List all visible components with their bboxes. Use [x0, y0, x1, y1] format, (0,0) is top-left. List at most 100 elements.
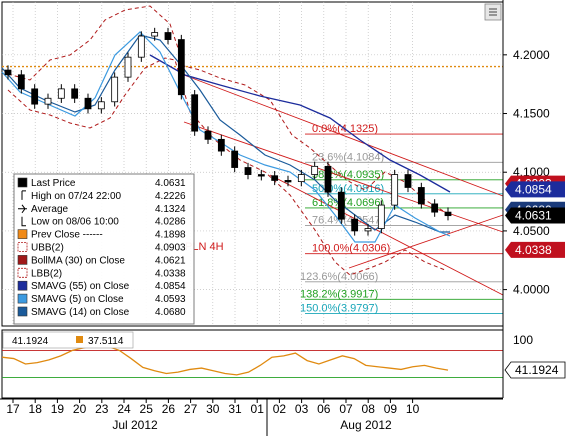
fib-level-label: 138.2%(3.9917) [300, 288, 378, 300]
x-tick-label: 23 [95, 402, 109, 416]
rsi-value-b: 37.5114 [88, 336, 124, 347]
legend-swatch [18, 204, 27, 214]
y-tick-label: 4.0500 [513, 224, 550, 238]
rsi-tag-label: 41.1924 [515, 363, 559, 377]
candle-body [137, 35, 145, 58]
candle-body [271, 175, 279, 181]
x-tick-label: 08 [362, 402, 376, 416]
legend-label: Prev Close ------ [31, 230, 103, 241]
x-tick-label: 27 [184, 402, 198, 416]
rsi-value-a: 41.1924 [12, 336, 49, 347]
channel-line [269, 174, 504, 296]
fib-level-label: 23.6%(4.1084) [312, 151, 384, 163]
legend-box: Last Price 4.0631 High on 07/24 22:00 4.222… [13, 173, 195, 325]
y-tick-label: 4.1500 [513, 107, 550, 121]
candle-body [97, 101, 105, 110]
legend-value: 4.1324 [155, 204, 186, 215]
candle-body [444, 211, 452, 217]
candle-body [431, 203, 439, 213]
price-tag [505, 241, 565, 258]
x-tick-label: 01 [251, 402, 265, 416]
legend-value: 4.1898 [155, 230, 186, 241]
candle-body [204, 130, 212, 140]
legend-value: 4.0854 [155, 281, 186, 292]
legend-value: 4.0680 [155, 307, 186, 318]
fib-level-label: 61.8%(4.0696) [312, 197, 384, 209]
candle-body [44, 97, 52, 105]
candle-body [391, 174, 399, 206]
candle-body [404, 174, 412, 188]
candle-body [417, 187, 425, 205]
x-tick-label: 30 [206, 402, 220, 416]
legend-value: 4.0631 [155, 178, 186, 189]
legend-label: Average [31, 204, 69, 215]
chart-options-icon[interactable] [484, 3, 502, 21]
price-tag-label: 4.0631 [515, 209, 552, 223]
legend-swatch [17, 177, 28, 188]
candle-body [231, 150, 239, 168]
legend-value: 4.0621 [155, 255, 186, 266]
candle-body [71, 88, 79, 99]
candle-body [177, 39, 185, 96]
legend-background [13, 173, 195, 325]
legend-swatch [17, 306, 28, 317]
legend-value: 4.0903 [155, 243, 186, 254]
candle-body [377, 204, 385, 229]
y-tick-label: 4.2000 [513, 48, 550, 62]
sma-55-line [149, 54, 451, 193]
rsi-swatch [76, 336, 83, 343]
price-tag [505, 181, 565, 198]
x-tick-label: 09 [384, 402, 398, 416]
rsi-tag [504, 361, 566, 379]
legend-value: 4.0338 [155, 268, 186, 279]
rsi-tick-label: 100 [513, 333, 533, 347]
candle-body [284, 180, 292, 183]
legend-swatch [21, 190, 26, 200]
candle-body [324, 165, 332, 193]
channel-line [183, 74, 504, 197]
x-tick-label: 20 [73, 402, 87, 416]
candle-body [31, 88, 39, 105]
x-tick-label: 18 [29, 402, 43, 416]
legend-swatch [21, 216, 26, 227]
fib-level-label: 100.0%(4.0306) [312, 243, 390, 255]
legend-label: High on 07/24 22:00 [31, 191, 122, 202]
candle-body [351, 218, 359, 232]
legend-swatch [17, 255, 28, 265]
month-label: Aug 2012 [340, 418, 392, 432]
price-tag-label: 4.0854 [515, 182, 552, 196]
legend-swatch [17, 293, 28, 304]
price-tag [505, 207, 565, 224]
x-tick-label: 25 [140, 402, 154, 416]
legend-swatch [17, 242, 28, 252]
legend-label: SMAVG (14) on Close [31, 307, 130, 318]
candle-body [244, 167, 252, 175]
candle-body [124, 56, 132, 78]
candle-body [4, 69, 12, 76]
candle-body [191, 94, 199, 132]
candle-body [84, 97, 92, 110]
fib-level-label: 50.0%(4.0816) [312, 183, 384, 195]
rsi-legend-box [2, 331, 134, 349]
fib-level-label: 76.4%(4.0547) [312, 214, 384, 226]
legend-value: 4.0593 [155, 294, 186, 305]
x-tick-label: 06 [317, 402, 331, 416]
legend-label: Last Price [31, 178, 76, 189]
legend-swatch [17, 267, 28, 278]
candle-body [17, 74, 25, 90]
x-tick-label: 26 [162, 402, 176, 416]
rsi-panel: 41.1924 37.5114 [1, 329, 504, 399]
legend-swatch [17, 280, 28, 291]
legend-swatch [17, 229, 28, 239]
fib-level-label: 150.0%(3.9797) [300, 302, 378, 314]
channel-line [348, 214, 504, 269]
candle-body [217, 138, 225, 152]
legend-label: BollMA (30) on Close [31, 255, 125, 266]
lower-bollinger-band [7, 57, 446, 276]
legend-value: 4.0286 [155, 217, 186, 228]
x-tick-label: 10 [406, 402, 420, 416]
candle-body [311, 165, 319, 175]
candle-body [151, 32, 159, 37]
x-tick-label: 19 [51, 402, 65, 416]
